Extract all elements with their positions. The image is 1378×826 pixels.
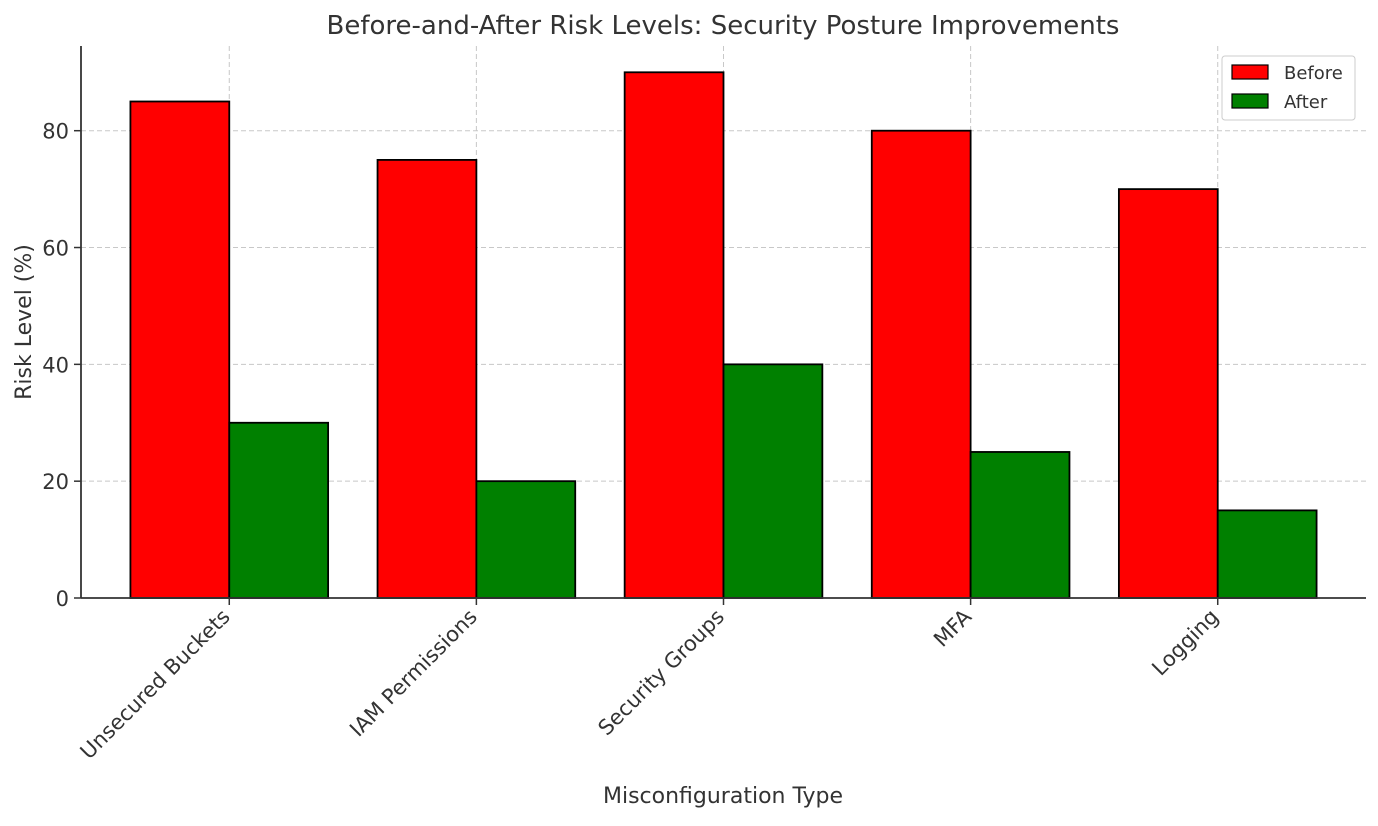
y-axis-label: Risk Level (%) xyxy=(12,244,37,400)
legend: Before After xyxy=(1221,55,1356,121)
x-tick-label: Logging xyxy=(1147,605,1223,681)
x-tick-label: Unsecured Buckets xyxy=(76,605,235,764)
bar-before-logging xyxy=(1117,188,1219,599)
bar-before-security-groups xyxy=(623,71,725,599)
x-axis-label: Misconfiguration Type xyxy=(603,784,843,809)
bar-after-iam-permissions xyxy=(475,480,577,599)
legend-label-after: After xyxy=(1284,92,1328,113)
bar-before-iam-permissions xyxy=(376,159,478,599)
y-tick-label: 80 xyxy=(42,120,69,144)
x-tick-label: IAM Permissions xyxy=(345,605,482,742)
y-tick-label: 20 xyxy=(42,470,69,494)
chart-title: Before-and-After Risk Levels: Security P… xyxy=(327,11,1120,41)
bar-after-mfa xyxy=(969,451,1071,599)
bar-before-unsecured-buckets xyxy=(129,100,231,599)
bar-after-security-groups xyxy=(722,363,824,599)
bar-after-logging xyxy=(1216,509,1318,599)
y-tick-label: 60 xyxy=(42,237,69,261)
bar-before-mfa xyxy=(870,129,972,599)
x-tick-label: MFA xyxy=(929,604,977,652)
y-tick-label: 0 xyxy=(56,587,69,611)
y-tick-label: 40 xyxy=(42,353,69,377)
x-tick-label: Security Groups xyxy=(593,605,729,741)
legend-swatch-after xyxy=(1231,93,1269,109)
bars xyxy=(129,71,1318,599)
legend-label-before: Before xyxy=(1284,63,1343,84)
legend-swatch-before xyxy=(1231,64,1269,80)
bar-after-unsecured-buckets xyxy=(228,421,330,599)
